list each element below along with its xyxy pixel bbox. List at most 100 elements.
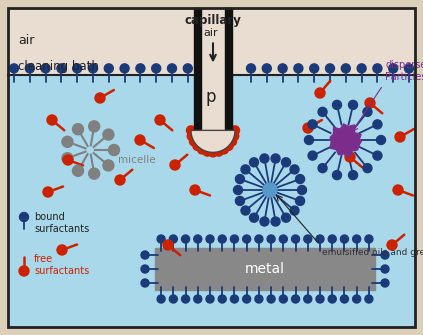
Bar <box>155 248 375 290</box>
Circle shape <box>220 145 228 154</box>
Circle shape <box>236 196 244 205</box>
Bar <box>201 8 225 130</box>
Circle shape <box>363 107 372 116</box>
Circle shape <box>243 235 251 243</box>
Circle shape <box>365 235 373 243</box>
Circle shape <box>194 235 202 243</box>
Circle shape <box>296 175 305 184</box>
Circle shape <box>279 295 287 303</box>
Circle shape <box>290 165 299 174</box>
Circle shape <box>332 100 341 110</box>
Circle shape <box>190 185 200 195</box>
Circle shape <box>260 217 269 226</box>
Circle shape <box>308 151 317 160</box>
Bar <box>8 8 415 75</box>
Circle shape <box>250 213 258 222</box>
Bar <box>225 8 232 130</box>
Circle shape <box>341 235 349 243</box>
Circle shape <box>169 295 177 303</box>
Circle shape <box>381 265 389 273</box>
Circle shape <box>187 126 195 135</box>
Circle shape <box>19 266 29 276</box>
Circle shape <box>353 235 361 243</box>
Circle shape <box>72 124 83 135</box>
Circle shape <box>353 295 361 303</box>
Circle shape <box>376 135 385 144</box>
Circle shape <box>310 64 319 73</box>
Circle shape <box>157 235 165 243</box>
Circle shape <box>381 279 389 287</box>
Circle shape <box>168 64 176 73</box>
Circle shape <box>57 245 67 255</box>
Circle shape <box>365 295 373 303</box>
Circle shape <box>157 295 165 303</box>
Circle shape <box>332 171 341 180</box>
Circle shape <box>89 121 100 132</box>
Circle shape <box>169 235 177 243</box>
Circle shape <box>290 206 299 215</box>
Circle shape <box>233 186 242 195</box>
Circle shape <box>231 126 239 135</box>
Circle shape <box>341 64 350 73</box>
Text: capillary: capillary <box>184 14 242 27</box>
Circle shape <box>9 64 19 73</box>
Circle shape <box>373 120 382 129</box>
Circle shape <box>72 165 83 176</box>
Text: air: air <box>18 34 34 47</box>
Circle shape <box>304 295 312 303</box>
Circle shape <box>271 154 280 163</box>
Circle shape <box>43 187 53 197</box>
Circle shape <box>303 123 313 133</box>
Circle shape <box>315 88 325 98</box>
Circle shape <box>194 295 202 303</box>
Circle shape <box>206 295 214 303</box>
Circle shape <box>304 235 312 243</box>
Circle shape <box>115 175 125 185</box>
Circle shape <box>255 235 263 243</box>
Circle shape <box>25 64 34 73</box>
Circle shape <box>357 64 366 73</box>
Circle shape <box>262 64 271 73</box>
Circle shape <box>381 251 389 259</box>
Circle shape <box>104 64 113 73</box>
Circle shape <box>393 185 403 195</box>
Circle shape <box>395 132 405 142</box>
Circle shape <box>363 163 372 173</box>
Circle shape <box>296 196 305 205</box>
Circle shape <box>88 64 97 73</box>
Circle shape <box>281 213 291 222</box>
Circle shape <box>267 295 275 303</box>
Circle shape <box>73 64 82 73</box>
Circle shape <box>141 279 149 287</box>
Circle shape <box>316 295 324 303</box>
Circle shape <box>95 93 105 103</box>
Circle shape <box>291 295 299 303</box>
Circle shape <box>308 120 317 129</box>
Circle shape <box>103 129 114 140</box>
Text: free
surfactants: free surfactants <box>34 254 89 276</box>
Circle shape <box>271 217 280 226</box>
Circle shape <box>89 168 100 179</box>
Circle shape <box>250 158 258 167</box>
Circle shape <box>47 115 57 125</box>
Circle shape <box>373 151 382 160</box>
Circle shape <box>387 240 397 250</box>
Circle shape <box>297 186 307 195</box>
Circle shape <box>328 295 336 303</box>
Circle shape <box>120 64 129 73</box>
Circle shape <box>103 160 114 171</box>
Circle shape <box>294 64 303 73</box>
Circle shape <box>203 147 212 156</box>
Text: cleaning bath: cleaning bath <box>18 60 99 73</box>
Circle shape <box>349 100 357 110</box>
Circle shape <box>193 141 202 150</box>
Circle shape <box>19 212 28 221</box>
Bar <box>8 75 415 327</box>
Text: dispersed
Particles: dispersed Particles <box>385 60 423 82</box>
Bar <box>194 8 201 130</box>
Circle shape <box>214 147 223 156</box>
Circle shape <box>263 183 277 197</box>
Circle shape <box>316 235 324 243</box>
Circle shape <box>373 64 382 73</box>
Circle shape <box>228 137 236 146</box>
